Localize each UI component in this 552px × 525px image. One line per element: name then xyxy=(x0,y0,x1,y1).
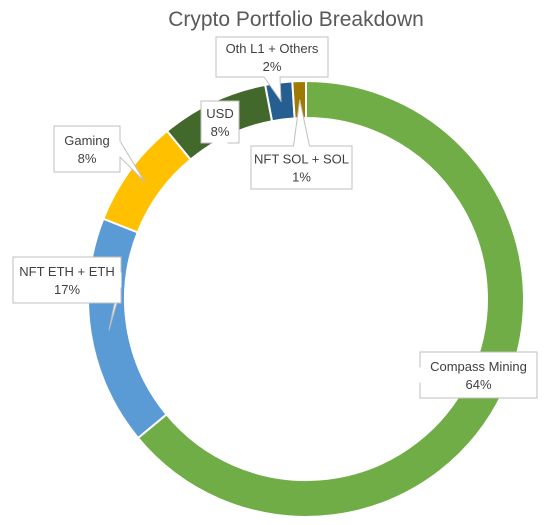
data-label: NFT ETH + ETH 17% xyxy=(12,256,122,304)
callout-box xyxy=(250,145,353,190)
data-label: Oth L1 + Others 2% xyxy=(215,36,329,78)
data-label-value: 64% xyxy=(465,377,491,392)
callout-box xyxy=(419,351,538,399)
data-labels: Compass Mining 64% NFT ETH + ETH 17% Gaming 8… xyxy=(12,36,538,399)
slice-compass-mining xyxy=(136,79,525,518)
callout-box xyxy=(215,36,329,78)
callout-box xyxy=(200,100,240,144)
data-label: Compass Mining 64% xyxy=(419,351,538,399)
data-label-value: 8% xyxy=(211,124,230,139)
data-label: NFT SOL + SOL 1% xyxy=(250,145,353,190)
data-label-value: 8% xyxy=(78,151,97,166)
data-label-value: 17% xyxy=(54,282,80,297)
data-label-category: NFT ETH + ETH xyxy=(19,264,114,279)
chart-title: Crypto Portfolio Breakdown xyxy=(168,8,424,31)
data-label-category: USD xyxy=(206,106,233,121)
data-label-value: 2% xyxy=(263,59,282,74)
data-label-category: Gaming xyxy=(64,133,110,148)
callout-box xyxy=(53,125,121,173)
slice-nft-eth-eth xyxy=(87,217,168,440)
data-label-value: 1% xyxy=(292,170,311,185)
data-label: USD 8% xyxy=(200,100,240,144)
data-label-category: Compass Mining xyxy=(430,359,527,374)
data-label-category: NFT SOL + SOL xyxy=(254,152,349,167)
data-label: Gaming 8% xyxy=(53,125,121,173)
slice-nft-sol-sol xyxy=(291,79,307,120)
data-label-category: Oth L1 + Others xyxy=(226,41,319,56)
